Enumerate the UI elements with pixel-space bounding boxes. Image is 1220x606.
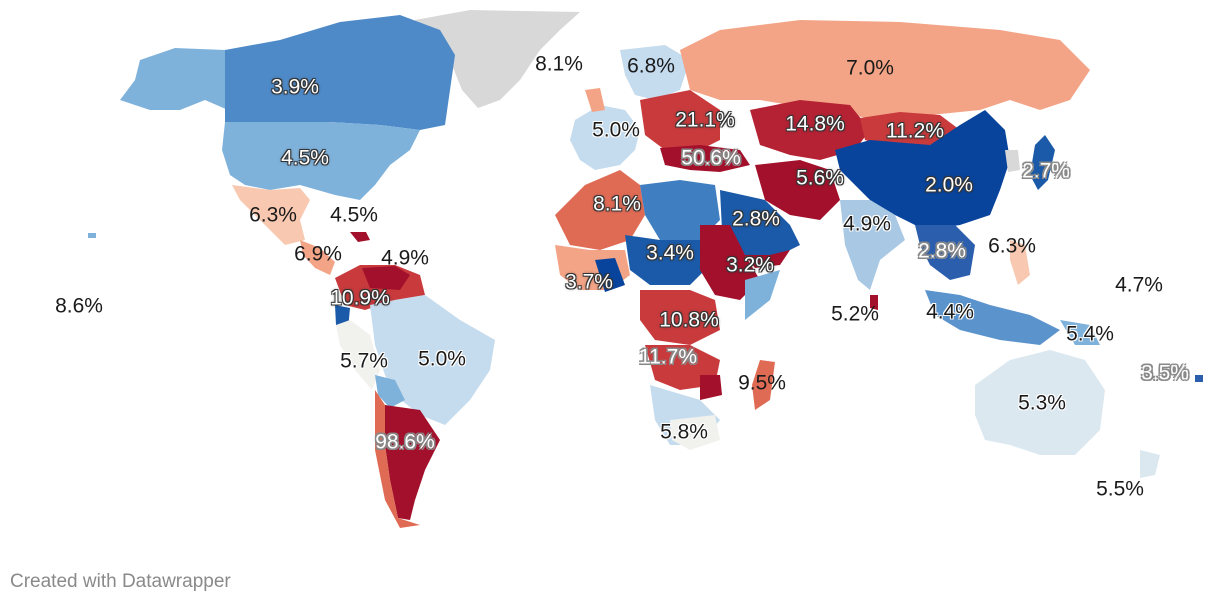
label-peru: 5.7% — [340, 349, 388, 373]
label-hawaii: 8.6% — [55, 294, 103, 318]
region-eastern-europe[interactable] — [640, 90, 720, 150]
region-fiji[interactable] — [1195, 375, 1203, 382]
region-north-africa[interactable] — [555, 170, 645, 250]
region-argentina[interactable] — [385, 405, 440, 520]
region-sri-lanka[interactable] — [870, 295, 878, 310]
label-southern-central-africa: 11.7% — [639, 345, 697, 369]
region-venezuela[interactable] — [362, 266, 410, 290]
label-central-america: 6.9% — [294, 242, 342, 266]
label-western-europe: 5.0% — [592, 118, 640, 142]
label-united-states: 4.5% — [281, 146, 329, 170]
label-japan: 2.7% — [1022, 159, 1070, 183]
label-russia: 7.0% — [846, 56, 894, 80]
region-iran[interactable] — [755, 160, 840, 220]
region-australia[interactable] — [975, 350, 1105, 455]
label-sahel: 3.4% — [646, 241, 694, 265]
region-korea[interactable] — [1005, 150, 1020, 172]
label-mexico: 6.3% — [249, 203, 297, 227]
label-eastern-europe: 21.1% — [675, 108, 735, 132]
label-mongolia: 11.2% — [886, 119, 944, 143]
label-philippines: 6.3% — [988, 234, 1036, 258]
region-sahel[interactable] — [625, 235, 710, 285]
region-central-asia[interactable] — [750, 100, 870, 160]
label-china: 2.0% — [925, 173, 973, 197]
label-australia: 5.3% — [1018, 391, 1066, 415]
label-papua-new-guinea: 5.4% — [1066, 322, 1114, 346]
region-japan[interactable] — [1030, 135, 1055, 190]
label-sri-lanka-region: 5.2% — [831, 302, 879, 326]
region-mexico[interactable] — [232, 185, 310, 245]
region-hawaii[interactable] — [88, 233, 96, 238]
region-western-europe[interactable] — [570, 105, 640, 170]
region-chile[interactable] — [375, 390, 420, 528]
region-china[interactable] — [835, 110, 1010, 230]
datawrapper-credit[interactable]: Created with Datawrapper — [10, 571, 231, 592]
label-east-africa: 3.2% — [726, 253, 774, 277]
region-canada[interactable] — [225, 15, 455, 130]
world-map: 8.1% 6.8% 7.0% 3.9% 4.5% 5.0% 21.1% 14.8… — [55, 10, 1203, 528]
region-mongolia[interactable] — [860, 112, 960, 148]
label-brazil: 5.0% — [418, 347, 466, 371]
label-colombia: 10.9% — [330, 286, 390, 310]
region-greenland[interactable] — [415, 10, 580, 108]
label-greenland: 8.1% — [535, 52, 583, 76]
label-northern-europe: 6.8% — [627, 54, 675, 78]
label-canada: 3.9% — [271, 75, 319, 99]
label-central-asia: 14.8% — [785, 112, 845, 136]
label-arabia: 2.8% — [732, 207, 780, 231]
label-west-africa: 3.7% — [565, 270, 613, 294]
region-russia[interactable] — [680, 20, 1090, 120]
label-india: 4.9% — [843, 212, 891, 236]
label-caribbean: 4.9% — [381, 246, 429, 270]
region-papua-new-guinea[interactable] — [1060, 320, 1100, 345]
region-madagascar[interactable] — [752, 360, 775, 410]
region-indonesia[interactable] — [925, 290, 1060, 345]
label-argentina: 98.6% — [375, 430, 435, 454]
region-zimbabwe[interactable] — [700, 375, 722, 400]
region-india[interactable] — [840, 200, 905, 290]
label-turkey: 50.6% — [681, 146, 741, 170]
region-southeast-asia[interactable] — [915, 225, 975, 280]
region-central-africa[interactable] — [640, 290, 720, 345]
region-bolivia[interactable] — [375, 375, 405, 408]
region-nigeria[interactable] — [595, 258, 625, 292]
label-iran: 5.6% — [796, 166, 844, 190]
region-peru[interactable] — [336, 320, 380, 390]
region-caribbean[interactable] — [350, 232, 370, 242]
label-pacific-north: 4.7% — [1115, 273, 1163, 297]
region-new-zealand[interactable] — [1140, 450, 1160, 478]
region-united-states[interactable] — [222, 122, 420, 200]
region-uk[interactable] — [585, 88, 605, 112]
label-north-africa: 8.1% — [593, 192, 641, 216]
label-southeast-asia: 2.8% — [918, 239, 966, 263]
label-central-africa: 10.8% — [659, 308, 719, 332]
label-south-africa: 5.8% — [660, 420, 708, 444]
map-shapes — [88, 10, 1203, 528]
region-central-america[interactable] — [300, 240, 335, 275]
label-indonesia: 4.4% — [926, 300, 974, 324]
label-new-zealand: 5.5% — [1096, 477, 1144, 501]
label-fiji: 3.5% — [1141, 361, 1189, 385]
label-cuba: 4.5% — [330, 203, 378, 227]
region-yemen[interactable] — [745, 250, 790, 268]
region-south-africa[interactable] — [670, 415, 720, 450]
region-scandinavia[interactable] — [620, 45, 690, 100]
region-alaska[interactable] — [120, 48, 228, 110]
region-philippines[interactable] — [1010, 240, 1030, 285]
region-turkey[interactable] — [660, 145, 750, 172]
region-horn-of-africa[interactable] — [745, 270, 780, 320]
region-arabia[interactable] — [720, 190, 800, 260]
label-madagascar: 9.5% — [738, 371, 786, 395]
